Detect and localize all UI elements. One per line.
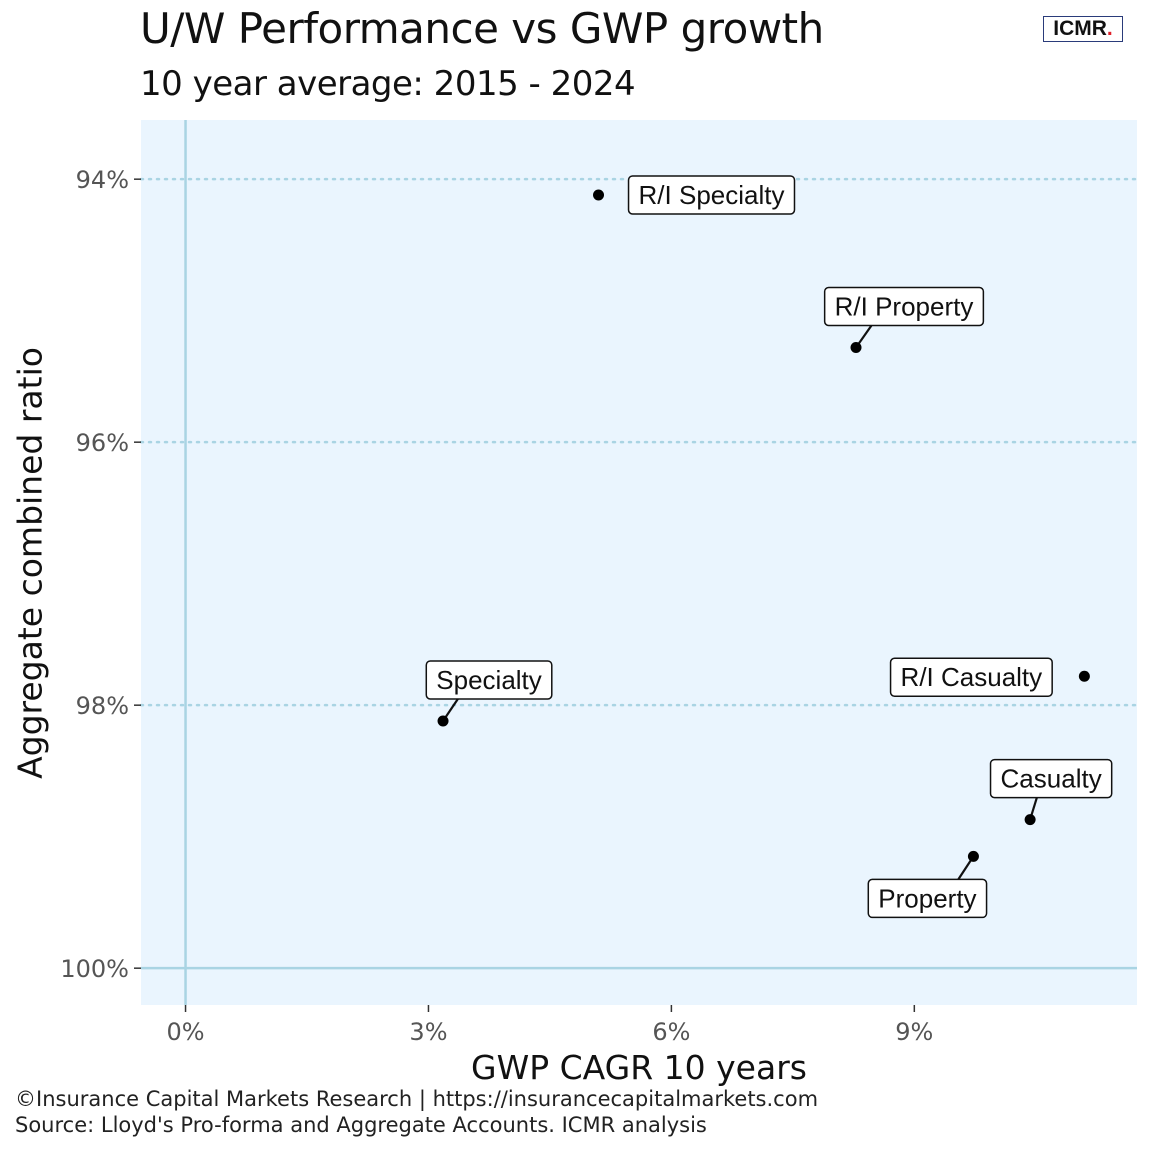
data-point-group: R/I Casualty xyxy=(889,657,1090,697)
point-label-text: Casualty xyxy=(1001,764,1102,794)
point-label-box xyxy=(425,660,553,700)
data-point xyxy=(1024,814,1036,826)
data-point-group: Property xyxy=(867,850,988,919)
data-point xyxy=(850,341,862,353)
footer-copyright: ©Insurance Capital Markets Research | ht… xyxy=(15,1087,819,1111)
point-label-text: R/I Property xyxy=(835,291,974,321)
point-label-box xyxy=(989,758,1113,799)
y-tick-label: 98% xyxy=(76,692,129,720)
x-tick-label: 0% xyxy=(166,1018,204,1046)
point-label-box xyxy=(823,286,985,327)
icmr-logo: ICMR. xyxy=(1043,16,1123,42)
axes xyxy=(141,120,1137,1005)
chart-title: U/W Performance vs GWP growth xyxy=(140,4,824,53)
y-tick-label: 96% xyxy=(76,429,129,457)
point-label-box xyxy=(867,878,988,919)
y-tick-label: 100% xyxy=(60,955,129,983)
data-point-group: R/I Specialty xyxy=(593,175,796,215)
point-label-box xyxy=(627,175,796,215)
data-point xyxy=(1078,670,1090,682)
data-points: R/I Specialty R/I Property Specialty R/I Ca… xyxy=(425,175,1113,919)
y-axis-label: Aggregate combined ratio xyxy=(10,347,50,779)
point-label-text: R/I Casualty xyxy=(901,662,1043,692)
x-tick-label: 6% xyxy=(652,1018,690,1046)
x-tick-label: 9% xyxy=(895,1018,933,1046)
data-point-group: Specialty xyxy=(425,660,553,727)
point-label-box xyxy=(889,657,1053,697)
y-tick-label: 94% xyxy=(76,166,129,194)
point-label-text: Specialty xyxy=(436,665,542,695)
x-tick-label: 3% xyxy=(409,1018,447,1046)
chart-subtitle: 10 year average: 2015 - 2024 xyxy=(140,64,636,104)
data-point-group: R/I Property xyxy=(823,286,985,353)
point-label-text: Property xyxy=(878,883,976,913)
logo-text: ICMR xyxy=(1053,17,1107,40)
data-point-group: Casualty xyxy=(989,758,1113,826)
footer-source: Source: Lloyd's Pro-forma and Aggregate … xyxy=(15,1113,707,1137)
data-point xyxy=(593,189,605,201)
tick-labels: 94% 96% 98% 100% 0% 3% 6% 9% xyxy=(60,166,933,1046)
x-axis-label: GWP CAGR 10 years xyxy=(471,1048,807,1087)
logo-dot: . xyxy=(1106,17,1113,40)
data-point xyxy=(437,715,449,727)
point-label-text: R/I Specialty xyxy=(639,180,785,210)
data-point xyxy=(967,850,979,862)
plot-panel xyxy=(141,120,1137,1005)
